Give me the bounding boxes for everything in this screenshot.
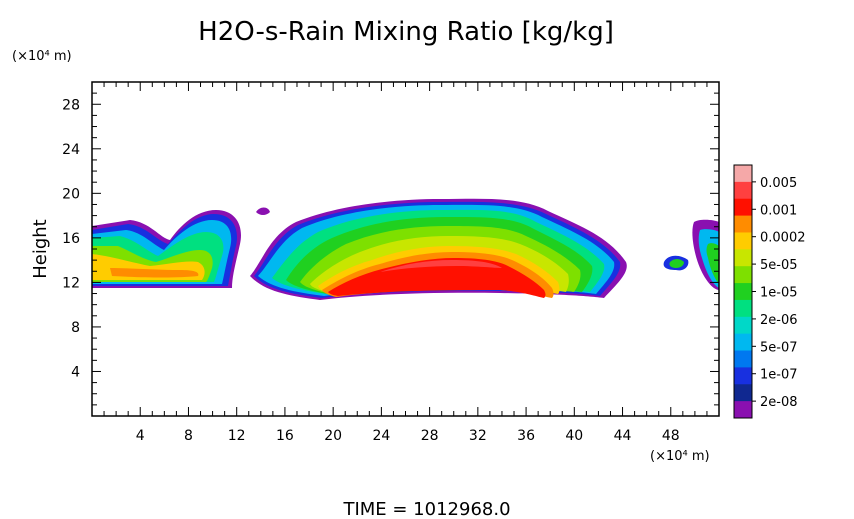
colorbar-label: 5e-07 [760, 340, 798, 355]
rain-region-right-spot-inner [669, 259, 684, 268]
time-footer: TIME = 1012968.0 [342, 499, 510, 519]
y-tick-label: 4 [71, 364, 80, 380]
y-tick-label: 28 [62, 97, 80, 113]
colorbar-label: 0.005 [760, 176, 797, 191]
colorbar-label: 0.001 [760, 203, 797, 218]
x-tick-label: 48 [662, 428, 680, 444]
y-axis: 4 8 12 16 20 24 28 [62, 92, 719, 406]
colorbar-swatch [734, 384, 752, 402]
y-tick-label: 16 [62, 231, 80, 247]
x-tick-label: 16 [276, 428, 294, 444]
colorbar-swatch [734, 215, 752, 233]
x-tick-label: 40 [565, 428, 583, 444]
x-tick-label: 20 [324, 428, 342, 444]
x-unit-label: (×10⁴ m) [650, 449, 710, 464]
colorbar-swatch [734, 333, 752, 352]
colorbar-swatch [734, 283, 752, 301]
x-axis: 4 8 12 16 20 24 28 32 36 40 44 48 [103, 82, 708, 444]
x-tick-label: 24 [372, 428, 390, 444]
colorbar-swatch [734, 198, 752, 217]
colorbar-swatch [734, 249, 752, 267]
colorbar-swatch [734, 232, 752, 250]
x-tick-label: 12 [228, 428, 246, 444]
colorbar-label: 5e-05 [760, 258, 798, 273]
y-axis-label: Height [30, 219, 51, 279]
colorbar-swatch [734, 367, 752, 385]
colorbar-label: 1e-05 [760, 286, 798, 301]
rain-region-right-edge-green [706, 243, 719, 284]
rain-region-red [328, 258, 546, 298]
y-tick-label: 12 [62, 275, 80, 291]
colorbar-swatch [734, 266, 752, 284]
rain-region-core [380, 260, 502, 272]
colorbar-label: 1e-07 [760, 368, 798, 383]
colorbar: 0.005 0.001 0.0002 5e-05 1e-05 2e-06 5e-07 1e-0… [733, 164, 806, 419]
colorbar-swatch [734, 165, 752, 183]
x-tick-label: 28 [421, 428, 439, 444]
y-tick-label: 24 [62, 142, 80, 158]
x-tick-label: 32 [469, 428, 487, 444]
y-unit-label: (×10⁴ m) [12, 49, 72, 64]
colorbar-swatch [734, 181, 752, 200]
x-tick-label: 36 [517, 428, 535, 444]
rain-region-small-cloud [256, 207, 270, 215]
colorbar-swatch [734, 299, 752, 318]
x-tick-label: 4 [136, 428, 145, 444]
colorbar-label: 2e-08 [760, 395, 798, 410]
x-tick-label: 44 [614, 428, 632, 444]
rain-region-left-orange [110, 268, 199, 278]
plot-area [92, 82, 719, 416]
colorbar-swatch [734, 316, 752, 335]
y-tick-label: 20 [62, 186, 80, 202]
colorbar-swatch [734, 350, 752, 368]
x-tick-label: 8 [184, 428, 193, 444]
colorbar-swatch [734, 401, 752, 419]
chart-title: H2O-s-Rain Mixing Ratio [kg/kg] [198, 17, 614, 47]
colorbar-label: 2e-06 [760, 313, 798, 328]
y-tick-label: 8 [71, 320, 80, 336]
colorbar-label: 0.0002 [760, 231, 806, 246]
